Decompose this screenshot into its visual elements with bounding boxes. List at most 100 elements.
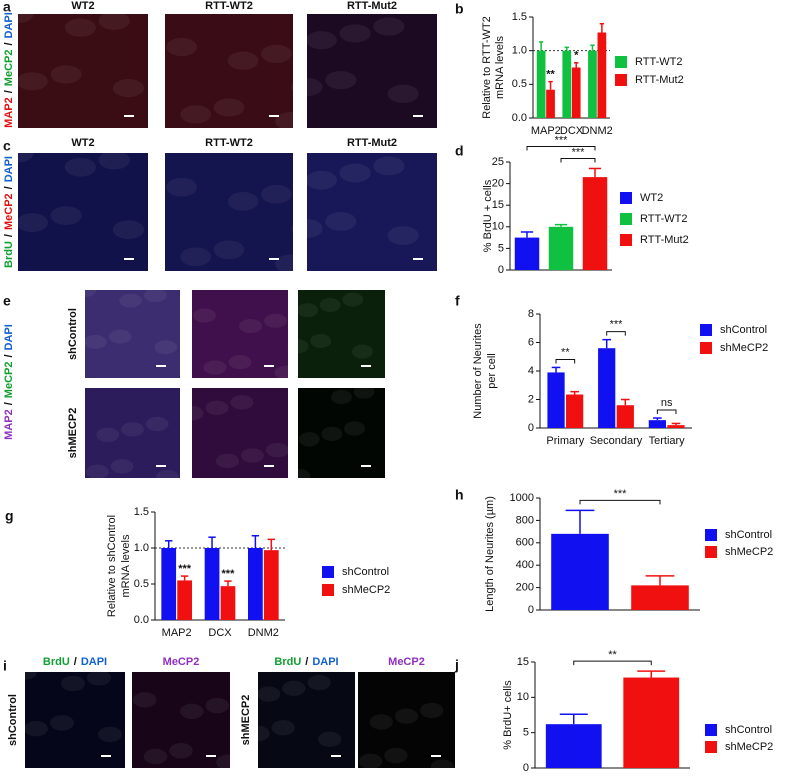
bracket bbox=[555, 358, 576, 364]
significance: *** bbox=[178, 563, 192, 575]
bar bbox=[547, 372, 565, 428]
stain-label-part: DAPI bbox=[3, 12, 15, 38]
micrograph-texture bbox=[143, 748, 168, 765]
legend-swatch bbox=[322, 584, 334, 596]
micrograph-texture bbox=[275, 254, 306, 274]
micrograph-texture bbox=[108, 329, 132, 344]
legend-label: RTT-Mut2 bbox=[640, 234, 689, 246]
panel-letter: h bbox=[455, 487, 464, 503]
stain-label-part: DAPI bbox=[3, 156, 15, 182]
micrograph-texture bbox=[64, 18, 96, 37]
stain-label: MAP2 / MeCP2 / DAPI bbox=[3, 324, 15, 440]
y-tick-label: 5 bbox=[498, 242, 504, 254]
legend-label: shControl bbox=[725, 529, 772, 541]
micrograph-texture bbox=[289, 469, 311, 484]
micrograph-texture bbox=[16, 213, 48, 233]
image-title-part: MeCP2 bbox=[388, 656, 425, 668]
micrograph bbox=[258, 672, 355, 768]
micrograph-texture bbox=[98, 150, 130, 170]
micrograph-texture bbox=[420, 702, 444, 719]
bar bbox=[204, 548, 220, 620]
image-title-part: WT2 bbox=[71, 137, 94, 149]
legend-label: RTT-Mut2 bbox=[635, 74, 684, 86]
micrograph bbox=[25, 672, 125, 768]
y-tick-label: 1000 bbox=[510, 492, 534, 504]
micrograph-texture bbox=[264, 313, 288, 328]
image-title-part: WT2 bbox=[71, 0, 94, 12]
micrograph-texture bbox=[261, 44, 292, 64]
micrograph-texture bbox=[369, 714, 393, 730]
y-tick-label: 400 bbox=[516, 559, 534, 571]
x-tick-label: MAP2 bbox=[162, 627, 192, 639]
micrograph bbox=[307, 153, 437, 271]
stain-label-part: / bbox=[3, 186, 15, 189]
micrograph-texture bbox=[180, 247, 212, 267]
y-axis-label: % BrdU+ cells bbox=[502, 680, 514, 750]
micrograph-texture bbox=[166, 177, 197, 197]
micrograph-texture bbox=[2, 143, 34, 163]
y-tick-label: 0 bbox=[498, 264, 504, 276]
micrograph-texture bbox=[119, 293, 142, 308]
panel-letter: d bbox=[455, 143, 464, 159]
micrograph bbox=[165, 153, 293, 271]
y-tick-label: 25 bbox=[492, 156, 504, 168]
micrograph bbox=[132, 672, 230, 768]
bar bbox=[667, 425, 685, 428]
bracket bbox=[526, 145, 596, 151]
x-tick-label: DNM2 bbox=[248, 627, 279, 639]
row-label: shMECP2 bbox=[240, 695, 252, 746]
micrograph-texture bbox=[305, 31, 337, 50]
bracket-label: ns bbox=[661, 397, 673, 409]
panel-letter: i bbox=[3, 658, 7, 674]
micrograph-texture bbox=[351, 344, 373, 359]
micrograph-texture bbox=[192, 308, 216, 323]
bar bbox=[631, 585, 689, 610]
image-title-part: / bbox=[74, 656, 77, 668]
image-title: RTT-WT2 bbox=[205, 137, 253, 149]
micrograph-texture bbox=[50, 206, 82, 225]
micrograph bbox=[18, 153, 148, 271]
y-tick-label: 0 bbox=[528, 422, 534, 434]
micrograph-texture bbox=[271, 720, 295, 736]
bar bbox=[616, 405, 634, 428]
y-tick-label: 4 bbox=[528, 365, 534, 377]
y-tick-label: 1.0 bbox=[134, 542, 149, 554]
micrograph-texture bbox=[87, 670, 111, 686]
bar bbox=[648, 420, 666, 428]
micrograph-texture bbox=[2, 4, 34, 24]
bar bbox=[545, 724, 602, 768]
micrograph-texture bbox=[261, 184, 292, 204]
bar bbox=[546, 89, 555, 118]
micrograph-texture bbox=[227, 51, 259, 70]
panel-letter: g bbox=[5, 508, 14, 524]
micrograph-texture bbox=[98, 726, 122, 743]
y-tick-label: 0.0 bbox=[134, 614, 149, 626]
image-title-part: BrdU bbox=[43, 656, 70, 668]
bar bbox=[598, 348, 616, 428]
bracket-label: *** bbox=[572, 146, 586, 158]
micrograph-texture bbox=[298, 432, 320, 447]
micrograph-texture bbox=[73, 282, 97, 298]
micrograph-texture bbox=[339, 24, 371, 43]
row-label: shMECP2 bbox=[67, 408, 79, 459]
micrograph bbox=[358, 672, 455, 768]
micrograph-texture bbox=[291, 219, 323, 238]
micrograph-texture bbox=[180, 406, 204, 421]
micrograph bbox=[165, 14, 293, 128]
x-tick-label: MAP2 bbox=[531, 125, 561, 137]
micrograph bbox=[307, 14, 437, 128]
image-title-part: RTT-Mut2 bbox=[347, 137, 397, 149]
panel-letter: e bbox=[3, 293, 11, 309]
x-tick-label: DNM2 bbox=[582, 125, 613, 137]
y-tick-label: 0 bbox=[528, 604, 534, 616]
micrograph-texture bbox=[180, 105, 212, 124]
micrograph-texture bbox=[203, 360, 227, 375]
y-tick-label: 0 bbox=[523, 762, 529, 774]
image-title: RTT-Mut2 bbox=[347, 137, 397, 149]
x-tick-label: DCX bbox=[560, 125, 584, 137]
micrograph-texture bbox=[319, 297, 341, 312]
micrograph-texture bbox=[205, 697, 230, 714]
y-tick-label: 2 bbox=[528, 393, 534, 405]
legend-label: shControl bbox=[342, 566, 389, 578]
micrograph-texture bbox=[96, 427, 120, 442]
